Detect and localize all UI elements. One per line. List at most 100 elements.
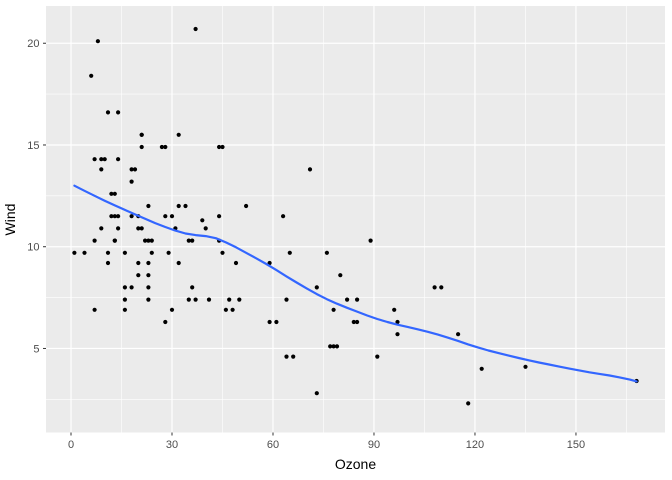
data-point — [190, 238, 195, 243]
data-point — [169, 214, 175, 219]
data-point — [92, 238, 97, 243]
data-point — [331, 307, 336, 312]
data-point — [105, 260, 111, 266]
data-point — [116, 226, 121, 231]
data-point — [176, 260, 181, 266]
data-point — [129, 285, 134, 290]
x-tick-label: 90 — [368, 439, 380, 451]
data-point — [274, 319, 279, 325]
data-point — [82, 250, 87, 255]
data-point — [186, 238, 191, 243]
data-point — [136, 273, 141, 278]
data-point — [105, 250, 111, 255]
data-point — [324, 250, 329, 255]
data-point — [355, 319, 360, 325]
data-point — [281, 214, 286, 219]
data-point — [159, 144, 164, 150]
data-point — [206, 297, 212, 302]
y-tick-label: 5 — [33, 343, 39, 355]
x-tick-label: 0 — [68, 439, 74, 451]
data-point — [186, 297, 191, 302]
data-point — [267, 319, 272, 325]
data-point — [102, 157, 107, 162]
data-point — [314, 285, 319, 290]
data-point — [291, 354, 296, 359]
data-point — [193, 297, 198, 302]
data-point — [244, 203, 249, 209]
data-point — [122, 250, 127, 255]
data-point — [220, 250, 225, 255]
data-point — [190, 285, 195, 290]
data-point — [432, 285, 437, 290]
data-point — [112, 191, 117, 196]
x-axis-title: Ozone — [335, 456, 376, 472]
data-point — [146, 297, 151, 302]
data-point — [338, 273, 343, 278]
x-tick-label: 150 — [567, 439, 585, 451]
data-point — [284, 354, 289, 359]
data-point — [89, 73, 94, 78]
data-point — [109, 191, 114, 196]
data-point — [146, 260, 151, 266]
data-point — [439, 285, 444, 290]
data-point — [217, 214, 222, 219]
data-point — [331, 344, 336, 349]
y-tick-label: 10 — [27, 242, 39, 254]
data-point — [99, 167, 104, 172]
data-point — [200, 218, 205, 223]
data-point — [163, 319, 168, 325]
data-point — [122, 285, 127, 290]
data-point — [99, 226, 104, 231]
data-point — [105, 110, 111, 115]
data-point — [203, 226, 208, 231]
data-point — [233, 260, 239, 266]
loess-smooth-line — [73, 184, 638, 383]
data-point — [328, 344, 333, 349]
data-point — [149, 238, 154, 243]
data-point — [466, 401, 471, 406]
x-axis-tick-labels: 0 30 60 90 120 150 — [68, 439, 585, 451]
y-axis-title: Wind — [2, 204, 18, 236]
data-point — [395, 319, 400, 325]
data-point — [129, 179, 134, 184]
data-point — [355, 297, 360, 302]
major-gridlines — [46, 6, 665, 433]
data-point — [139, 132, 144, 137]
minor-gridlines — [46, 6, 665, 433]
data-point — [146, 273, 151, 278]
x-tick-label: 120 — [466, 439, 484, 451]
y-tick-label: 20 — [27, 38, 39, 50]
data-point — [146, 203, 151, 209]
data-point — [99, 157, 104, 162]
data-point — [351, 319, 356, 325]
data-point — [314, 391, 319, 396]
data-point — [116, 110, 121, 115]
data-point — [523, 364, 528, 369]
axis-tick-marks — [43, 42, 577, 436]
data-point — [139, 144, 144, 150]
x-tick-label: 30 — [166, 439, 178, 451]
data-point — [176, 203, 181, 209]
data-point — [136, 260, 141, 266]
data-point — [307, 167, 313, 172]
y-axis-tick-labels: 5 10 15 20 — [27, 38, 39, 355]
plot-panel — [46, 6, 665, 433]
data-points — [72, 26, 639, 406]
data-point — [230, 307, 235, 312]
data-point — [237, 297, 242, 302]
data-point — [456, 332, 461, 337]
data-point — [146, 285, 151, 290]
x-tick-label: 60 — [267, 439, 279, 451]
data-point — [345, 297, 350, 302]
data-point — [136, 226, 141, 231]
data-point — [395, 332, 400, 337]
data-point — [112, 238, 117, 243]
data-point — [72, 250, 77, 255]
data-point — [368, 238, 373, 243]
data-point — [129, 167, 134, 172]
data-point — [116, 157, 121, 162]
data-point — [112, 214, 117, 219]
data-point — [287, 250, 292, 255]
